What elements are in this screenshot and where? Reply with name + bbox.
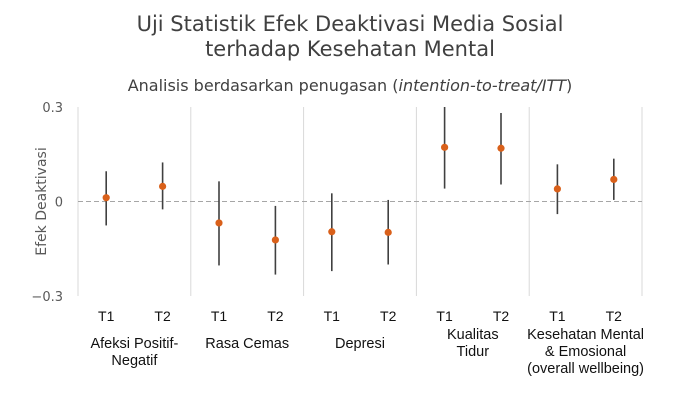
subtitle-italic: intention-to-treat/ITT	[398, 76, 567, 95]
y-tick-label: 0.3	[42, 101, 63, 116]
x-tick-label: T2	[493, 308, 510, 324]
group-label-line: (overall wellbeing)	[527, 361, 645, 377]
x-tick-label: T2	[267, 308, 284, 324]
group-label: Kesehatan Mental & Emosional (overall well…	[523, 327, 648, 378]
group-label: Depresi	[298, 336, 423, 353]
group-label-line: Rasa Cemas	[205, 336, 290, 352]
x-tick-label: T2	[154, 308, 171, 324]
group-label: Rasa Cemas	[185, 336, 310, 353]
point-estimate	[497, 144, 505, 152]
point-estimate	[102, 194, 110, 202]
group-label-line: Tidur	[456, 344, 490, 360]
group-label-line: Depresi	[335, 336, 385, 352]
title-line-2: terhadap Kesehatan Mental	[205, 37, 495, 61]
x-tick-label: T1	[436, 308, 453, 324]
x-tick-label: T1	[549, 308, 566, 324]
title-line-1: Uji Statistik Efek Deaktivasi Media Sosi…	[136, 12, 564, 36]
chart-subtitle: Analisis berdasarkan penugasan (intentio…	[0, 76, 700, 95]
group-label: Kualitas Tidur	[410, 327, 535, 361]
x-tick-label: T1	[98, 308, 115, 324]
point-estimate	[441, 143, 449, 151]
subtitle-text: Analisis berdasarkan penugasan (	[127, 76, 399, 95]
group-label: Afeksi Positif- Negatif	[72, 336, 197, 370]
point-estimate	[553, 185, 562, 193]
y-tick-label: −0.3	[31, 290, 63, 305]
group-label-line: Kesehatan Mental	[527, 327, 645, 343]
point-estimate	[159, 182, 167, 190]
x-tick-label: T1	[324, 308, 341, 324]
y-tick-label: 0	[55, 196, 63, 211]
group-label-line: & Emosional	[544, 344, 627, 360]
point-estimate	[328, 228, 336, 236]
group-label-line: Kualitas	[446, 327, 499, 343]
x-tick-label: T1	[211, 308, 228, 324]
point-estimate	[384, 228, 392, 236]
x-tick-label: T2	[380, 308, 397, 324]
x-tick-label: T2	[606, 308, 623, 324]
chart-title: Uji Statistik Efek Deaktivasi Media Sosi…	[0, 12, 700, 62]
point-estimate	[610, 175, 618, 184]
point-estimate	[215, 219, 223, 227]
group-label-line: Afeksi Positif-	[90, 336, 179, 352]
point-estimate	[271, 236, 279, 244]
subtitle-end: )	[566, 76, 573, 95]
y-axis-label: Efek Deaktivasi	[34, 147, 50, 255]
group-label-line: Negatif	[111, 353, 158, 369]
